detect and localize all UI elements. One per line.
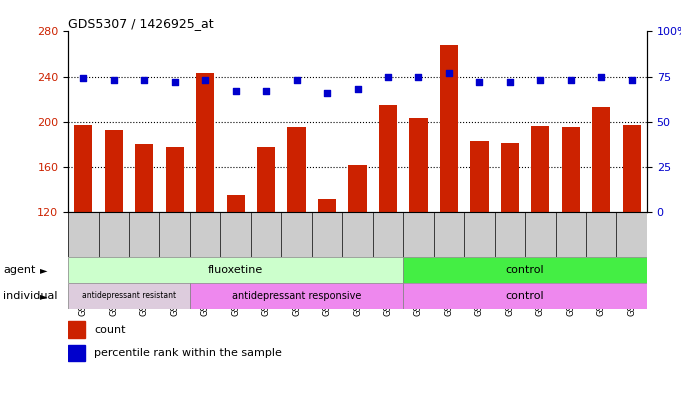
Bar [105,130,123,212]
Bar [622,125,641,212]
Point [78,75,89,82]
Text: ►: ► [39,291,47,301]
Point [535,77,545,83]
Bar [68,257,403,283]
Text: antidepressant resistant: antidepressant resistant [82,291,176,300]
Text: GDS5307 / 1426925_at: GDS5307 / 1426925_at [68,17,214,30]
Bar [592,107,610,212]
Bar [135,144,153,212]
Bar [440,45,458,212]
Text: fluoxetine: fluoxetine [208,265,264,275]
Bar [403,283,647,309]
Point [170,79,180,85]
Text: agent: agent [3,265,36,275]
Text: percentile rank within the sample: percentile rank within the sample [94,348,282,358]
Point [139,77,150,83]
Point [505,79,516,85]
Text: antidepressant responsive: antidepressant responsive [232,291,362,301]
Text: individual: individual [3,291,58,301]
Bar [68,321,86,338]
Bar [227,195,244,212]
Bar [409,118,428,212]
Bar [190,283,403,309]
Text: control: control [506,265,544,275]
Bar [257,147,275,212]
Bar [501,143,519,212]
Point [200,77,210,83]
Point [261,88,272,94]
Bar [68,283,190,309]
Bar [318,198,336,212]
Bar [471,141,488,212]
Point [627,77,637,83]
Point [108,77,119,83]
Bar [379,105,397,212]
Bar [349,165,366,212]
Bar [68,345,86,361]
Point [230,88,241,94]
Bar [531,127,550,212]
Point [565,77,576,83]
Point [352,86,363,92]
Bar [287,127,306,212]
Bar [196,73,215,212]
Point [474,79,485,85]
Bar [74,125,93,212]
Point [443,70,454,76]
Text: ►: ► [39,265,47,275]
Point [291,77,302,83]
Point [596,73,607,80]
Text: control: control [506,291,544,301]
Bar [165,147,184,212]
Bar [562,127,580,212]
Point [383,73,394,80]
Text: count: count [94,325,126,334]
Bar [403,257,647,283]
Point [321,90,332,96]
Point [413,73,424,80]
